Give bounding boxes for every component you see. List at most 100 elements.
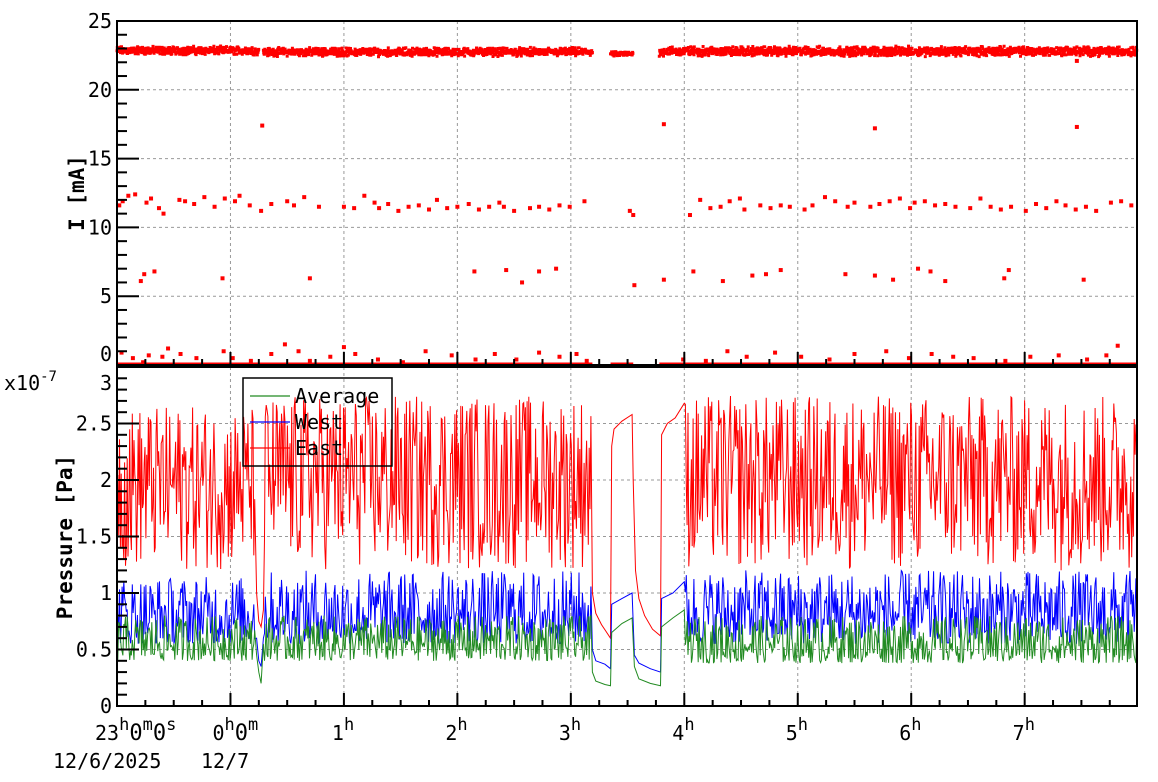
y-scale-factor: x10-7 <box>4 369 57 395</box>
current-point <box>212 204 217 209</box>
current-point <box>929 351 934 356</box>
current-point <box>341 345 346 350</box>
current-point <box>416 203 421 208</box>
current-point <box>445 206 450 211</box>
current-point <box>149 196 154 201</box>
series-line-east <box>116 395 1138 640</box>
current-point <box>537 350 542 355</box>
current-point <box>133 192 138 197</box>
y-axis-title-pressure: Pressure [Pa] <box>53 455 77 619</box>
current-point <box>138 279 143 284</box>
current-point <box>141 360 146 365</box>
x-tick-label: 5h <box>786 715 808 745</box>
y-tick-label: 1.5 <box>76 525 112 549</box>
y-tick-label: 1 <box>100 581 112 605</box>
current-point <box>362 193 367 198</box>
y-scale-exponent: -7 <box>40 369 57 385</box>
current-point <box>117 203 122 208</box>
current-point <box>833 199 838 204</box>
current-point <box>802 207 807 212</box>
current-point <box>912 200 917 205</box>
current-point <box>316 204 321 209</box>
current-point <box>183 199 188 204</box>
current-dense-band-0 <box>115 44 261 57</box>
current-point <box>1002 276 1007 281</box>
current-point <box>156 206 161 211</box>
current-point <box>1085 357 1090 362</box>
current-point <box>727 199 732 204</box>
current-point <box>166 346 171 351</box>
current-point <box>557 203 562 208</box>
x-tick-hour: 4 <box>672 721 684 745</box>
current-point <box>872 126 877 131</box>
current-point <box>1073 207 1078 212</box>
current-point <box>720 279 725 284</box>
current-point <box>582 199 587 204</box>
x-tick-unit: m <box>143 715 153 735</box>
current-point <box>1115 343 1120 348</box>
x-tick-label: 2h <box>445 715 467 745</box>
current-point <box>868 204 873 209</box>
current-point <box>120 199 125 204</box>
current-point <box>632 283 637 288</box>
current-point <box>661 277 666 282</box>
current-point <box>259 208 264 213</box>
y-tick-label: 25 <box>88 9 112 33</box>
current-point <box>799 354 804 359</box>
x-tick-unit: m <box>248 715 258 735</box>
current-point <box>487 204 492 209</box>
pressure-panel <box>116 366 1138 707</box>
x-tick-unit: h <box>119 715 129 735</box>
x-tick-hour: 0 <box>212 721 224 745</box>
current-point <box>998 207 1003 212</box>
current-point <box>681 357 686 362</box>
current-point <box>778 203 783 208</box>
current-point <box>1028 354 1033 359</box>
current-point <box>891 277 896 282</box>
current-point <box>476 207 481 212</box>
current-point <box>906 356 911 361</box>
current-point <box>843 272 848 277</box>
current-point <box>750 273 755 278</box>
current-point <box>943 202 948 207</box>
x-tick-label: 1h <box>332 715 354 745</box>
current-point <box>221 349 226 354</box>
current-point <box>988 204 993 209</box>
current-point <box>827 357 832 362</box>
y-tick-label: 2.5 <box>76 412 112 436</box>
current-point <box>282 342 287 347</box>
current-point <box>520 280 525 285</box>
current-point <box>537 204 542 209</box>
current-point <box>884 349 889 354</box>
y-scale-base: x10 <box>4 371 40 395</box>
current-point <box>872 273 877 278</box>
date-label-next: 12/7 <box>201 749 249 773</box>
legend-label-average: Average <box>295 384 379 408</box>
series-line-average <box>116 609 1138 687</box>
current-point <box>406 204 411 209</box>
current-dense-band-2 <box>609 50 635 58</box>
current-point <box>285 199 290 204</box>
x-tick-unit: h <box>798 715 808 735</box>
x-tick-hour: 2 <box>445 721 457 745</box>
y-tick-label: 20 <box>88 78 112 102</box>
current-point <box>1003 358 1008 363</box>
current-point <box>1054 199 1059 204</box>
current-point <box>737 196 742 201</box>
current-point <box>152 269 157 274</box>
legend-label-west: West <box>295 410 343 434</box>
current-point <box>968 206 973 211</box>
current-point <box>768 206 773 211</box>
date-label-start: 12/6/2025 <box>53 749 161 773</box>
current-point <box>269 351 274 356</box>
current-point <box>353 351 358 356</box>
current-point <box>512 208 517 213</box>
current-point <box>584 358 589 363</box>
current-point <box>758 203 763 208</box>
current-point <box>396 208 401 213</box>
x-tick-value: 0 <box>129 721 142 746</box>
current-point <box>703 358 708 363</box>
current-point <box>247 203 252 208</box>
current-point <box>897 196 902 201</box>
